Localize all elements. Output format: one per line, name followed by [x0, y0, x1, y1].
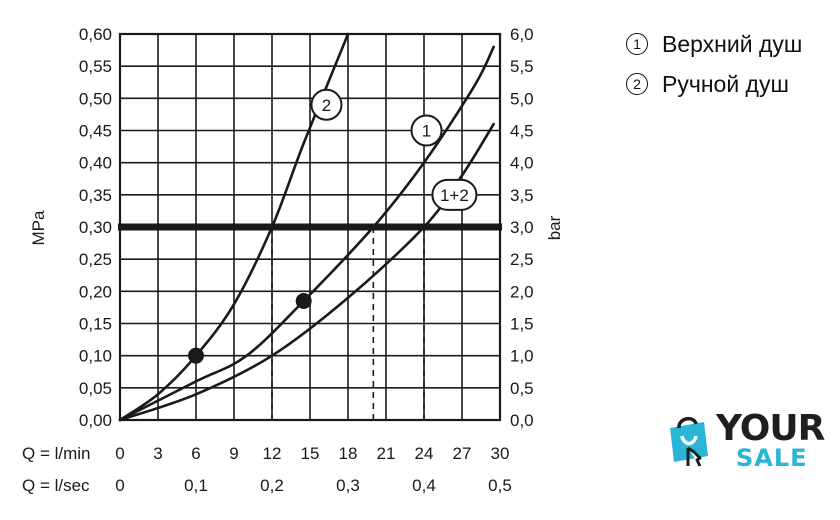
tick-labels: 0 3 6 9 12 15 18 21 24 27 300 0,1 0,2 0,3 0,4 0,50,00 0,…: [79, 25, 534, 495]
legend-item: 2 Ручной душ: [626, 64, 802, 104]
x-tick-label-lsec: 0,1: [184, 476, 208, 495]
y-right-axis-label: bar: [545, 215, 564, 240]
y-right-tick-label: 2,5: [510, 250, 534, 269]
series-label-text: 2: [322, 96, 331, 115]
x-tick-label-lmin: 21: [377, 444, 396, 463]
y-right-tick-label: 3,5: [510, 186, 534, 205]
plot-border: [118, 32, 502, 422]
y-right-tick-label: 0,0: [510, 411, 534, 430]
x-tick-label-lmin: 3: [153, 444, 162, 463]
y-right-tick-label: 4,0: [510, 154, 534, 173]
data-marker: [188, 347, 204, 364]
x-tick-label-lmin: 9: [229, 444, 238, 463]
data-marker: [295, 292, 312, 309]
y-right-tick-label: 1,0: [510, 347, 534, 366]
plot-frame: [118, 32, 502, 422]
y-left-axis-label: MPa: [29, 210, 48, 246]
legend-label: Ручной душ: [662, 70, 789, 97]
y-left-tick-label: 0,15: [79, 315, 112, 334]
y-left-tick-label: 0,60: [79, 25, 112, 44]
y-right-tick-label: 5,0: [510, 89, 534, 108]
legend-item: 1 Верхний душ: [626, 24, 802, 64]
y-left-tick-label: 0,45: [79, 122, 112, 141]
x-tick-label-lmin: 18: [339, 444, 358, 463]
markers: [188, 292, 312, 364]
series-labels: 2 1 1+2: [310, 88, 478, 211]
series-label-text: 1: [422, 122, 431, 141]
y-right-tick-label: 5,5: [510, 57, 534, 76]
y-right-tick-label: 6,0: [510, 25, 534, 44]
y-left-tick-label: 0,30: [79, 218, 112, 237]
x-tick-label-lmin: 27: [453, 444, 472, 463]
shopping-bag-icon: [670, 416, 708, 467]
series-line-1-plus-2: [118, 122, 495, 422]
series-line-1: [118, 45, 495, 422]
logo-text-sale: SALE: [736, 444, 808, 472]
x-tick-label-lmin: 15: [301, 444, 320, 463]
x-tick-label-lmin: 6: [191, 444, 200, 463]
legend: 1 Верхний душ 2 Ручной душ: [626, 24, 802, 104]
x-axis-label-lmin: Q = l/min: [22, 444, 91, 463]
y-left-tick-label: 0,25: [79, 250, 112, 269]
legend-label: Верхний душ: [662, 30, 803, 57]
x-tick-label-lmin: 24: [415, 444, 434, 463]
y-left-tick-label: 0,00: [79, 411, 112, 430]
series-label-badge: [431, 178, 478, 211]
y-left-tick-label: 0,20: [79, 282, 112, 301]
series-label-text: 1+2: [440, 186, 469, 205]
x-tick-label-lmin: 0: [115, 444, 124, 463]
curves: [118, 32, 495, 422]
y-left-tick-label: 0,50: [79, 89, 112, 108]
y-right-tick-label: 3,0: [510, 218, 534, 237]
y-left-tick-label: 0,10: [79, 347, 112, 366]
y-right-tick-label: 0,5: [510, 379, 534, 398]
x-tick-label-lmin: 12: [263, 444, 282, 463]
y-right-tick-label: 2,0: [510, 282, 534, 301]
series-line-2: [118, 32, 350, 422]
legend-marker: 1: [626, 33, 648, 55]
y-left-tick-label: 0,35: [79, 186, 112, 205]
x-tick-label-lsec: 0,3: [336, 476, 360, 495]
y-left-tick-label: 0,55: [79, 57, 112, 76]
y-left-tick-label: 0,05: [79, 379, 112, 398]
y-right-tick-label: 1,5: [510, 315, 534, 334]
series-label-badge: [310, 88, 343, 121]
x-tick-label-lsec: 0,2: [260, 476, 284, 495]
x-tick-label-lsec: 0: [115, 476, 124, 495]
legend-marker: 2: [626, 73, 648, 95]
y-left-tick-label: 0,40: [79, 154, 112, 173]
x-tick-label-lsec: 0,4: [412, 476, 436, 495]
x-tick-label-lmin: 30: [491, 444, 510, 463]
logo-text-your: YOUR: [716, 408, 825, 449]
yoursale-logo: YOUR SALE: [664, 406, 832, 476]
series-label-badge: [410, 114, 443, 147]
y-right-tick-label: 4,5: [510, 122, 534, 141]
x-tick-label-lsec: 0,5: [488, 476, 512, 495]
x-axis-label-lsec: Q = l/sec: [22, 476, 90, 495]
